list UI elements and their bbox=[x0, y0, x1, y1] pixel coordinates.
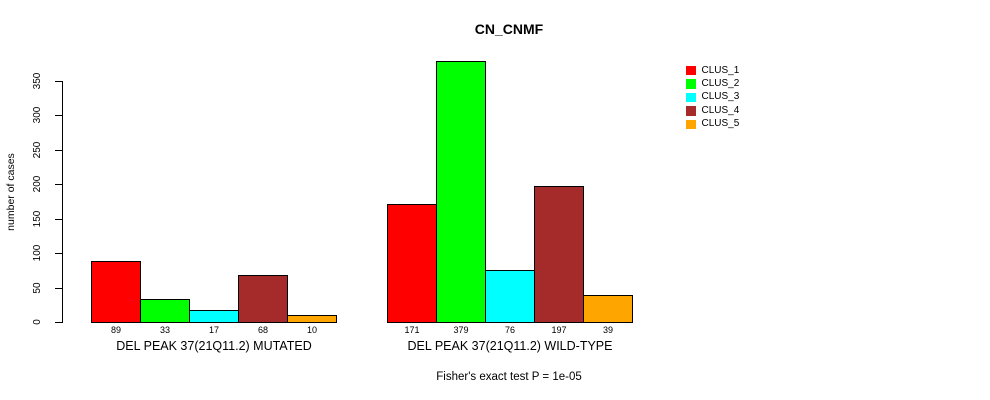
legend: CLUS_1 CLUS_2 CLUS_3 CLUS_4 CLUS_5 bbox=[686, 64, 739, 131]
legend-item: CLUS_1 bbox=[686, 64, 739, 77]
legend-swatch-icon bbox=[686, 79, 696, 89]
legend-label: CLUS_3 bbox=[701, 91, 740, 103]
y-tick-label: 300 bbox=[32, 106, 43, 124]
chart-title: CN_CNMF bbox=[474, 21, 544, 37]
y-tick-label: 350 bbox=[32, 72, 43, 90]
y-tick bbox=[55, 81, 62, 82]
y-tick-label: 50 bbox=[32, 282, 43, 294]
legend-swatch-icon bbox=[686, 106, 696, 116]
bar-clus_4-group2 bbox=[534, 186, 584, 323]
legend-item: CLUS_4 bbox=[686, 104, 739, 117]
legend-swatch-icon bbox=[686, 65, 696, 76]
bar-value-label: 68 bbox=[257, 325, 269, 335]
bar-value-label: 197 bbox=[551, 325, 567, 335]
y-tick-label: 250 bbox=[32, 141, 43, 159]
bar-value-label: 39 bbox=[602, 325, 614, 335]
bar-value-label: 76 bbox=[504, 325, 516, 335]
legend-swatch-icon bbox=[686, 119, 696, 129]
y-axis bbox=[62, 81, 63, 323]
y-tick bbox=[55, 253, 62, 254]
y-tick-label: 200 bbox=[32, 175, 43, 193]
y-tick bbox=[55, 184, 62, 185]
category-label: DEL PEAK 37(21Q11.2) MUTATED bbox=[116, 339, 312, 353]
y-tick bbox=[55, 288, 62, 289]
bar-value-label: 379 bbox=[453, 325, 469, 335]
bar-clus_1-group2 bbox=[387, 204, 437, 323]
legend-label: CLUS_4 bbox=[701, 104, 740, 116]
legend-label: CLUS_2 bbox=[701, 78, 740, 90]
y-tick-label: 100 bbox=[32, 244, 43, 262]
y-tick-label: 150 bbox=[32, 210, 43, 228]
bar-clus_2-group1 bbox=[140, 299, 190, 323]
bar-clus_5-group2 bbox=[583, 295, 633, 323]
bar-clus_1-group1 bbox=[91, 261, 141, 323]
bar-clus_3-group2 bbox=[485, 270, 535, 323]
legend-swatch-icon bbox=[686, 92, 696, 103]
legend-item: CLUS_3 bbox=[686, 91, 739, 104]
legend-item: CLUS_5 bbox=[686, 118, 739, 131]
y-tick bbox=[55, 322, 62, 323]
footnote-text: Fisher's exact test P = 1e-05 bbox=[436, 371, 582, 383]
bar-value-label: 17 bbox=[208, 325, 220, 335]
y-tick bbox=[55, 219, 62, 220]
y-tick bbox=[55, 150, 62, 151]
legend-item: CLUS_2 bbox=[686, 77, 739, 90]
category-label: DEL PEAK 37(21Q11.2) WILD-TYPE bbox=[407, 339, 613, 353]
bar-clus_4-group1 bbox=[238, 275, 288, 323]
bar-clus_5-group1 bbox=[287, 315, 337, 323]
bar-value-label: 89 bbox=[110, 325, 122, 335]
bar-value-label: 33 bbox=[159, 325, 171, 335]
legend-label: CLUS_1 bbox=[701, 64, 740, 76]
bar-value-label: 171 bbox=[404, 325, 420, 335]
bar-value-label: 10 bbox=[306, 325, 318, 335]
bar-clus_2-group2 bbox=[436, 61, 486, 323]
bar-clus_3-group1 bbox=[189, 310, 239, 323]
y-tick bbox=[55, 115, 62, 116]
legend-label: CLUS_5 bbox=[701, 118, 740, 130]
y-tick-label: 0 bbox=[32, 319, 43, 325]
